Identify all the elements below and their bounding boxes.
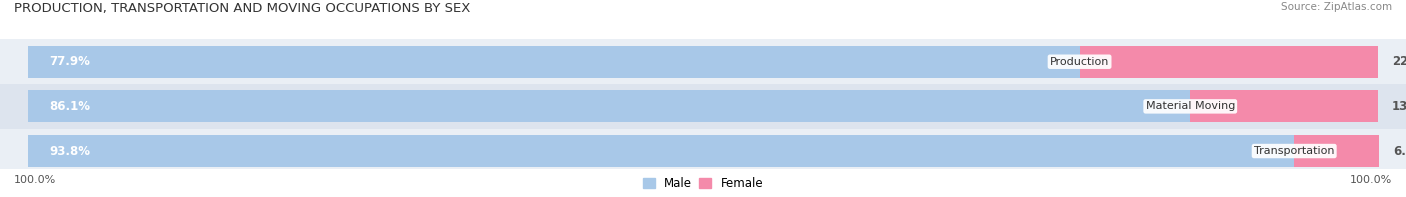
Bar [0, 129, 1406, 173]
Text: 6.3%: 6.3% [1393, 145, 1406, 158]
Text: 100.0%: 100.0% [14, 176, 56, 185]
Text: 13.9%: 13.9% [1392, 100, 1406, 113]
Text: 93.8%: 93.8% [49, 145, 90, 158]
Bar [28, 46, 1080, 78]
Bar [0, 39, 1406, 84]
Bar [1294, 135, 1379, 167]
Bar [1080, 46, 1378, 78]
Bar [0, 84, 1406, 129]
Legend: Male, Female: Male, Female [638, 172, 768, 194]
Bar [1191, 90, 1378, 123]
Text: 77.9%: 77.9% [49, 55, 90, 68]
Text: Transportation: Transportation [1254, 146, 1334, 156]
Bar [28, 135, 1294, 167]
Text: Production: Production [1050, 57, 1109, 67]
Text: Source: ZipAtlas.com: Source: ZipAtlas.com [1281, 2, 1392, 12]
Text: 86.1%: 86.1% [49, 100, 90, 113]
Text: PRODUCTION, TRANSPORTATION AND MOVING OCCUPATIONS BY SEX: PRODUCTION, TRANSPORTATION AND MOVING OC… [14, 2, 471, 15]
Text: 22.1%: 22.1% [1392, 55, 1406, 68]
Text: 100.0%: 100.0% [1350, 176, 1392, 185]
Bar [28, 90, 1191, 123]
Text: Material Moving: Material Moving [1146, 101, 1234, 111]
